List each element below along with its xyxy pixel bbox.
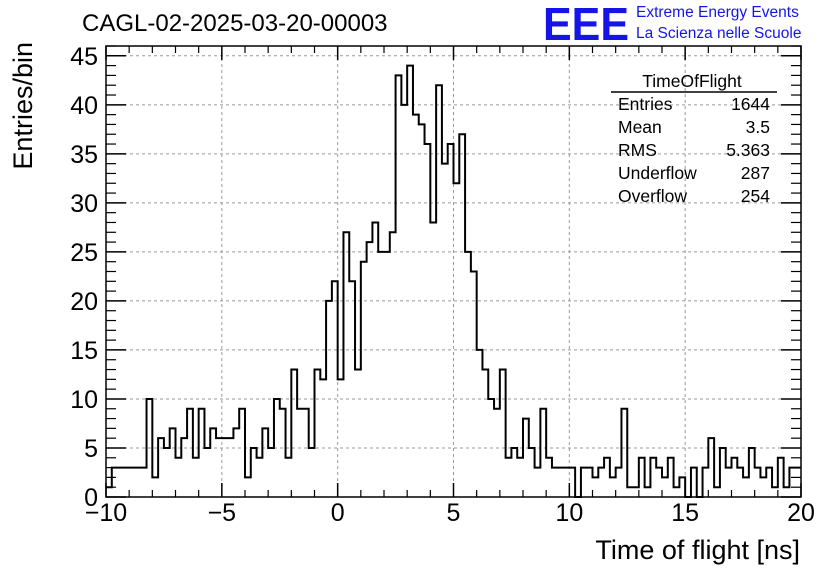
y-tick-label: 30 (70, 190, 98, 218)
stats-label-mean: Mean (618, 117, 662, 137)
stats-value-overflow: 254 (741, 186, 770, 206)
stats-value-mean: 3.5 (746, 117, 770, 137)
y-tick-label: 25 (70, 239, 98, 267)
x-axis-label: Time of flight [ns] (595, 535, 800, 565)
x-tick-label: −10 (85, 499, 127, 527)
x-tick-label: 15 (671, 499, 699, 527)
y-tick-label: 35 (70, 141, 98, 169)
y-tick-label: 40 (70, 92, 98, 120)
stats-label-underflow: Underflow (618, 163, 697, 183)
stats-label-entries: Entries (618, 94, 673, 114)
y-tick-label: 5 (84, 435, 98, 463)
eee-logo: EEE Extreme Energy Events La Scienza nel… (543, 0, 801, 50)
stats-label-overflow: Overflow (618, 186, 687, 206)
y-tick-label: 0 (84, 484, 98, 512)
run-title: CAGL-02-2025-03-20-00003 (82, 10, 388, 37)
y-tick-label: 20 (70, 288, 98, 316)
stats-box: TimeOfFlight Entries 1644 Mean 3.5 RMS 5… (611, 71, 777, 206)
logo-line-1: Extreme Energy Events (636, 4, 799, 21)
axis-ticks (105, 45, 802, 498)
eee-logo-mark: EEE (543, 0, 629, 50)
y-tick-label: 45 (70, 43, 98, 71)
stats-value-underflow: 287 (741, 163, 770, 183)
tick-labels: −10 −5 0 5 10 15 20 0 5 10 15 20 25 30 35 40 45 (70, 43, 815, 527)
stats-label-rms: RMS (618, 140, 657, 160)
x-tick-label: 20 (787, 499, 815, 527)
stats-title: TimeOfFlight (642, 71, 742, 91)
x-tick-label: 0 (331, 499, 345, 527)
stats-value-rms: 5.363 (726, 140, 770, 160)
x-tick-label: 5 (447, 499, 461, 527)
y-tick-label: 15 (70, 337, 98, 365)
stats-value-entries: 1644 (731, 94, 770, 114)
y-axis-label: Entries/bin (8, 42, 38, 170)
y-tick-label: 10 (70, 386, 98, 414)
histogram-step-line (106, 64, 801, 498)
x-tick-label: 10 (555, 499, 583, 527)
logo-line-2: La Scienza nelle Scuole (636, 25, 801, 42)
x-tick-label: −5 (208, 499, 237, 527)
